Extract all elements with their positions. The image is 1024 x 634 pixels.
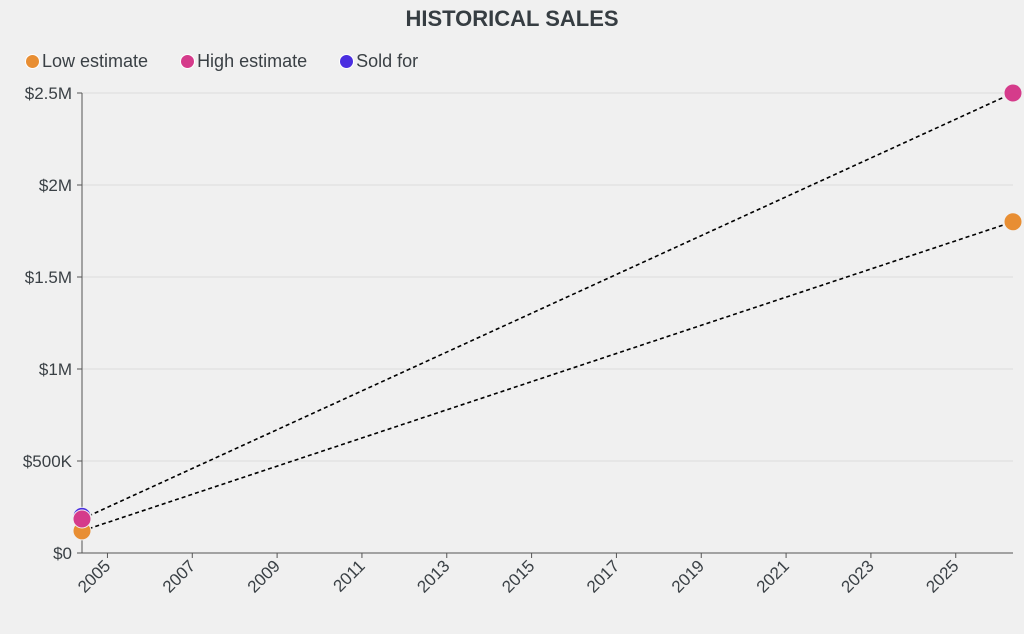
x-tick-label: 2015 xyxy=(498,556,538,596)
x-tick-label: 2023 xyxy=(838,556,878,596)
legend-item-low-estimate[interactable]: Low estimate xyxy=(25,51,148,72)
legend-item-sold-for[interactable]: Sold for xyxy=(339,51,418,72)
y-tick-label: $500K xyxy=(23,452,73,471)
x-tick-label: 2025 xyxy=(922,556,962,596)
x-tick-label: 2013 xyxy=(413,556,453,596)
legend-item-high-estimate[interactable]: High estimate xyxy=(180,51,307,72)
x-tick-label: 2009 xyxy=(244,556,284,596)
x-tick-label: 2021 xyxy=(753,556,793,596)
y-tick-label: $2M xyxy=(39,176,72,195)
data-point-low-estimate xyxy=(1003,212,1023,232)
legend-label: Low estimate xyxy=(42,51,149,71)
chart-title: HISTORICAL SALES xyxy=(405,6,619,31)
legend-label: High estimate xyxy=(197,51,308,71)
data-point-high-estimate xyxy=(72,509,92,529)
legend-marker-icon xyxy=(25,54,40,69)
y-tick-label: $0 xyxy=(53,544,72,563)
y-tick-label: $2.5M xyxy=(25,84,72,103)
series-line-high-estimate xyxy=(81,92,1014,520)
series-line-low-estimate xyxy=(81,221,1014,532)
legend-label: Sold for xyxy=(356,51,419,71)
x-tick-label: 2017 xyxy=(583,556,623,596)
y-tick-label: $1M xyxy=(39,360,72,379)
x-tick-label: 2005 xyxy=(74,556,114,596)
legend-marker-icon xyxy=(339,54,355,69)
data-point-high-estimate xyxy=(1003,83,1023,103)
x-tick-label: 2007 xyxy=(159,556,199,596)
x-tick-label: 2019 xyxy=(668,556,708,596)
x-tick-label: 2011 xyxy=(329,556,368,595)
legend-marker-icon xyxy=(180,54,196,69)
y-tick-label: $1.5M xyxy=(25,268,72,287)
legend: Low estimate High estimate Sold for xyxy=(25,51,418,72)
